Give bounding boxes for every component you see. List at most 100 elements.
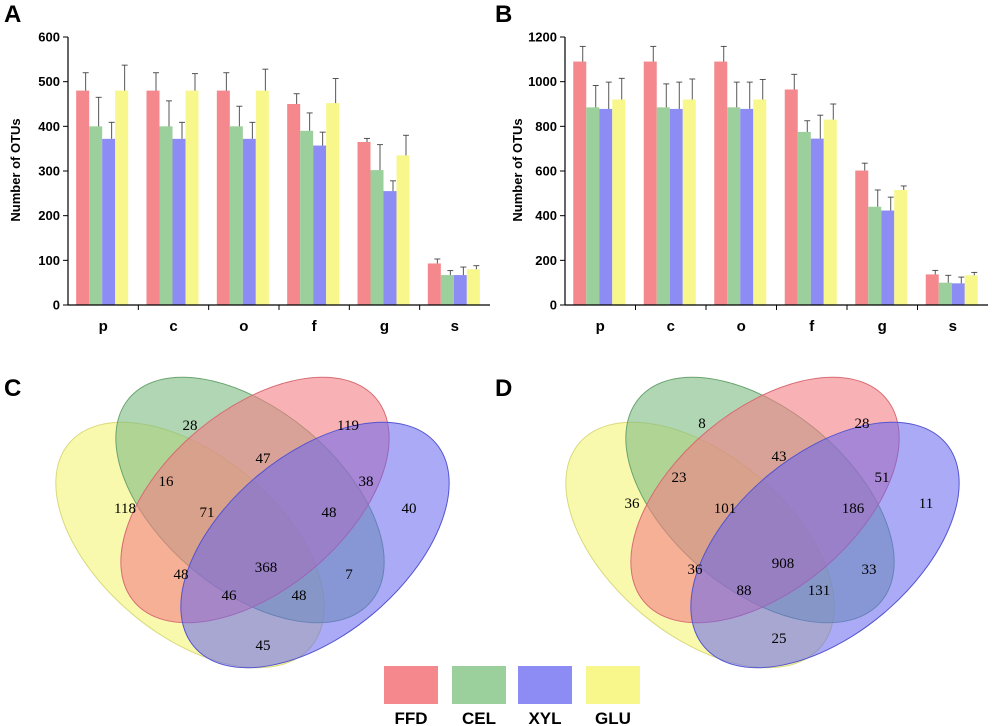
panel-a-y-axis-label: Number of OTUs xyxy=(8,118,23,221)
venn-d-ellipse-xyl xyxy=(690,421,960,669)
bar-glu-c xyxy=(185,90,199,305)
panel-b-bars xyxy=(573,45,978,306)
legend: FFD CEL XYL GLU xyxy=(384,666,640,726)
y-tick-label: 200 xyxy=(535,253,557,268)
category-label-g: g xyxy=(380,318,389,335)
bar-cel-p xyxy=(586,107,600,305)
y-tick-label: 1200 xyxy=(528,30,557,45)
venn-count-glu-ffd: 48 xyxy=(174,567,189,583)
category-label-o: o xyxy=(737,318,746,335)
bar-xyl-p xyxy=(102,138,116,305)
bar-cel-s xyxy=(440,275,454,305)
category-label-p: p xyxy=(596,318,605,335)
venn-count-cel-ffd-xyl: 48 xyxy=(322,505,337,521)
venn-count-cel-ffd-xyl: 186 xyxy=(842,501,865,517)
bar-cel-g xyxy=(370,170,384,305)
bar-ffd-p xyxy=(573,61,587,305)
bar-ffd-o xyxy=(714,61,728,305)
legend-swatch-glu xyxy=(586,666,640,704)
bar-ffd-c xyxy=(146,90,160,305)
legend-item-glu: GLU xyxy=(586,666,640,726)
venn-count-glu-cel-ffd: 71 xyxy=(200,505,215,521)
legend-item-cel: CEL xyxy=(452,666,506,726)
y-tick-label: 600 xyxy=(38,30,60,45)
bar-xyl-g xyxy=(383,191,397,305)
category-label-g: g xyxy=(878,318,887,335)
panel-b-axes xyxy=(564,37,988,310)
bar-ffd-s xyxy=(427,263,441,305)
panel-a-axes xyxy=(67,37,490,310)
bar-xyl-c xyxy=(669,108,683,305)
y-tick-label: 0 xyxy=(53,298,60,313)
category-label-s: s xyxy=(949,318,957,335)
category-label-c: c xyxy=(667,318,675,335)
bar-xyl-o xyxy=(242,138,256,305)
panel-b-bar-chart: B Number of OTUs 0 200 400 600 800 1000 1200 p… xyxy=(495,1,988,335)
venn-count-cel: 8 xyxy=(698,416,706,432)
venn-count-cel-ffd: 43 xyxy=(772,449,787,465)
legend-item-xyl: XYL xyxy=(518,666,572,726)
panel-a-letter: A xyxy=(4,1,21,28)
bar-ffd-p xyxy=(76,90,90,305)
category-label-o: o xyxy=(239,318,248,335)
bar-xyl-p xyxy=(599,108,613,305)
legend-swatch-ffd xyxy=(384,666,438,704)
bar-glu-f xyxy=(326,103,340,306)
venn-count-cel-ffd: 47 xyxy=(256,451,272,467)
y-tick-label: 800 xyxy=(535,119,557,134)
panel-a-bar-chart: A Number of OTUs 0 100 200 300 400 500 600 p c o… xyxy=(4,1,490,335)
panel-b-letter: B xyxy=(495,1,512,28)
bar-cel-g xyxy=(868,206,882,305)
venn-count-glu: 36 xyxy=(625,496,641,512)
bar-ffd-o xyxy=(216,90,230,305)
bar-cel-c xyxy=(159,126,173,305)
venn-count-glu-ffd: 36 xyxy=(688,562,704,578)
venn-c-ellipse-xyl xyxy=(180,421,450,669)
bar-cel-o xyxy=(229,126,243,305)
bar-glu-o xyxy=(255,90,269,305)
bar-xyl-f xyxy=(810,138,824,305)
bar-glu-p xyxy=(115,90,129,305)
bar-ffd-f xyxy=(784,89,798,305)
venn-count-glu-cel-xyl: 131 xyxy=(808,583,831,599)
panel-d-letter: D xyxy=(495,375,512,402)
panel-a-y-ticks: 0 100 200 300 400 500 600 xyxy=(38,30,68,313)
y-tick-label: 200 xyxy=(38,208,60,223)
y-tick-label: 300 xyxy=(38,164,60,179)
bar-cel-o xyxy=(727,107,741,305)
venn-count-cel: 28 xyxy=(183,418,198,434)
venn-count-cel-xyl: 33 xyxy=(862,562,877,578)
venn-count-ffd-xyl: 51 xyxy=(875,470,890,486)
bar-cel-f xyxy=(797,131,811,305)
venn-count-all: 368 xyxy=(255,560,278,576)
bar-glu-c xyxy=(682,99,696,306)
bar-xyl-s xyxy=(453,275,467,305)
bar-glu-s xyxy=(466,269,480,305)
bar-glu-s xyxy=(964,275,978,305)
bar-ffd-c xyxy=(643,61,657,305)
panel-a-bars xyxy=(76,64,480,306)
venn-count-glu-ffd-xyl: 46 xyxy=(222,588,238,604)
bar-xyl-f xyxy=(313,145,327,305)
panel-d-venn: D 8 28 43 23 51 36 101 186 11 36 908 33 88 131 25 xyxy=(495,375,960,669)
bar-glu-o xyxy=(753,99,767,306)
bar-xyl-s xyxy=(951,283,965,305)
panel-c-letter: C xyxy=(4,375,21,402)
venn-count-glu-cel-xyl: 48 xyxy=(292,588,307,604)
bar-cel-f xyxy=(300,130,314,305)
y-tick-label: 0 xyxy=(550,298,557,313)
bar-xyl-c xyxy=(172,138,186,305)
bar-ffd-f xyxy=(287,104,301,305)
bar-ffd-s xyxy=(925,274,939,305)
venn-count-glu: 118 xyxy=(114,501,136,517)
panel-b-y-axis-label: Number of OTUs xyxy=(510,118,525,221)
bar-glu-g xyxy=(894,189,908,305)
y-tick-label: 1000 xyxy=(528,74,557,89)
bar-xyl-g xyxy=(881,210,895,305)
category-label-p: p xyxy=(99,318,108,335)
venn-count-glu-xyl: 45 xyxy=(256,638,271,654)
venn-count-glu-ffd-xyl: 88 xyxy=(737,583,752,599)
y-tick-label: 100 xyxy=(38,253,60,268)
